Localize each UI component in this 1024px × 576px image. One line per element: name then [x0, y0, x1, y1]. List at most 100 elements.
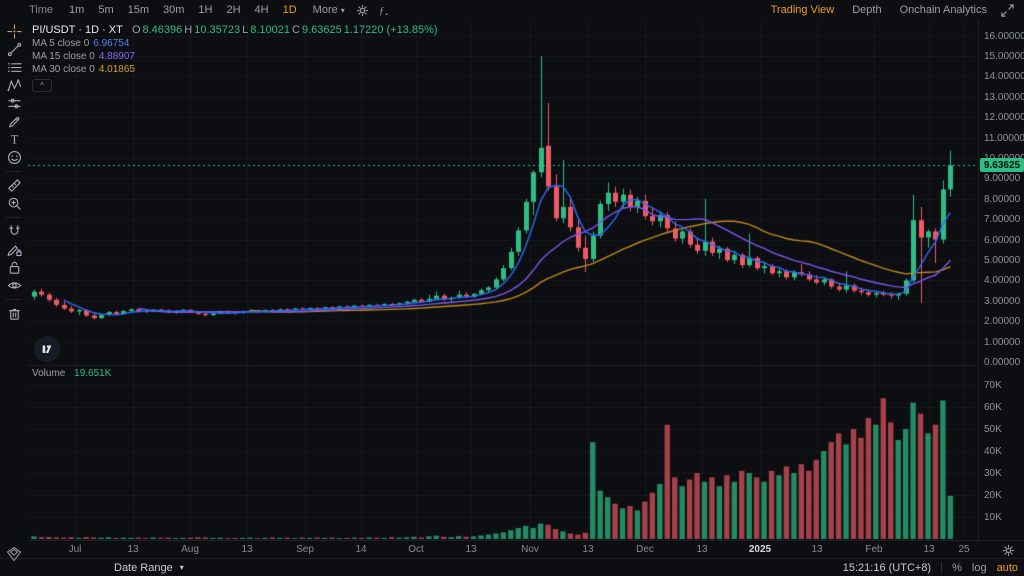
interval-1d[interactable]: 1D — [282, 4, 297, 16]
date-tick-label: 25 — [958, 544, 970, 555]
magnet-tool-icon[interactable] — [3, 224, 25, 239]
price-tick-label: 7.00000 — [984, 214, 1021, 226]
crosshair-tool-icon[interactable] — [3, 24, 25, 39]
time-label: Time — [29, 4, 54, 16]
interval-2h[interactable]: 2H — [226, 4, 241, 16]
toolbar-separator — [6, 217, 22, 218]
candlestick-chart-canvas[interactable] — [28, 20, 978, 540]
price-tick-label: 9.00000 — [984, 173, 1021, 185]
date-tick-label: Jul — [68, 544, 82, 555]
ohlc-key: H — [184, 24, 193, 36]
brush-tool-icon[interactable] — [3, 114, 25, 129]
chart-area[interactable]: PI/USDT · 1D · XT O 8.46396 H 10.35723 L 8.10… — [28, 20, 978, 540]
interval-toolbar: Time 1m 5m 15m 30m 1H 2H 4H 1D More ▾ ƒ — [0, 2, 392, 18]
drawing-edit-tool-icon[interactable] — [3, 242, 25, 257]
ohlc-key: C — [292, 24, 300, 36]
price-tick-label: 16.00000 — [984, 30, 1024, 42]
date-tick-label: 14 — [355, 544, 367, 555]
volume-legend: Volume 19.651K — [32, 368, 111, 379]
horizontal-lines-tool-icon[interactable] — [3, 60, 25, 75]
ma-value: 4.88907 — [98, 51, 135, 62]
date-tick-label: 13 — [923, 544, 935, 555]
trend-line-tool-icon[interactable] — [3, 42, 25, 57]
date-tick-label: Oct — [408, 544, 424, 555]
volume-tick-label: 10K — [984, 512, 1002, 523]
ma-label: MA 5 close 0 — [32, 38, 90, 49]
price-tick-label: 12.00000 — [984, 112, 1024, 124]
divider — [941, 562, 943, 573]
date-range-button[interactable]: Date Range ▾ — [114, 561, 184, 574]
price-tick-label: 15.00000 — [984, 51, 1024, 62]
ma-value: 4.01865 — [98, 64, 135, 75]
axis-settings-gear-icon[interactable] — [1000, 542, 1016, 558]
interval-1m[interactable]: 1m — [69, 4, 85, 16]
date-tick-label: Nov — [521, 544, 539, 555]
toolbar-separator — [6, 171, 22, 172]
price-tick-label: 5.00000 — [984, 255, 1021, 266]
last-price-badge: 9.63625 — [980, 158, 1024, 173]
volume-tick-label: 60K — [984, 402, 1002, 413]
more-intervals-button[interactable]: More ▾ — [312, 4, 345, 16]
price-axis[interactable]: 16.00000 15.00000 14.00000 13.00000 12.00000… — [978, 20, 1024, 540]
ohlc-value: 9.63625 — [301, 24, 342, 36]
chart-legend: PI/USDT · 1D · XT O 8.46396 H 10.35723 L 8.10… — [32, 24, 440, 92]
toolbar-separator — [6, 299, 22, 300]
text-tool-icon[interactable]: T — [3, 132, 25, 147]
interval-1h[interactable]: 1H — [198, 4, 213, 16]
chevron-down-icon: ▾ — [340, 6, 345, 15]
interval-15m[interactable]: 15m — [127, 4, 150, 16]
price-tick-label: 13.00000 — [984, 91, 1024, 103]
date-tick-label: 13 — [465, 544, 477, 555]
percent-scale-button[interactable]: % — [952, 561, 962, 574]
auto-scale-button[interactable]: auto — [996, 561, 1018, 574]
ma-legend-rows: MA 5 close 0 6.96754 MA 15 close 0 4.88907 M… — [32, 37, 440, 76]
expand-chart-icon[interactable] — [998, 2, 1016, 18]
xabcd-pattern-tool-icon[interactable] — [3, 78, 25, 93]
drawing-toolbar: T — [0, 24, 28, 321]
date-tick-label: Feb — [865, 544, 883, 555]
diamond-logo-icon[interactable] — [6, 546, 22, 562]
forecast-tool-icon[interactable] — [3, 96, 25, 111]
clock: 15:21:16 (UTC+8) — [842, 561, 932, 574]
tradingview-logo[interactable] — [34, 336, 60, 362]
ohlc-values: O 8.46396 H 10.35723 L 8.10021 C 9.63625 1.17220… — [132, 24, 440, 36]
emoji-tool-icon[interactable] — [3, 150, 25, 165]
price-tick-label: 0.00000 — [984, 357, 1021, 368]
trash-tool-icon[interactable] — [3, 306, 25, 321]
price-tick-label: 4.00000 — [984, 275, 1021, 287]
tab-trading-view[interactable]: Trading View — [770, 4, 835, 16]
hide-drawings-tool-icon[interactable] — [3, 278, 25, 293]
svg-text:ƒ: ƒ — [379, 6, 384, 17]
interval-4h[interactable]: 4H — [254, 4, 269, 16]
indicators-fx-icon[interactable]: ƒ — [374, 2, 392, 18]
date-tick-label: 13 — [127, 544, 139, 555]
date-tick-label: Sep — [296, 544, 314, 555]
date-axis[interactable]: Jul 13 Aug 13 Sep 14 Oct 13 Nov 13 Dec 13 2025 13 Feb 1… — [28, 540, 1024, 558]
ruler-tool-icon[interactable] — [3, 178, 25, 193]
tab-depth[interactable]: Depth — [852, 4, 882, 16]
date-tick-label: 2025 — [748, 544, 772, 555]
tab-onchain-analytics[interactable]: Onchain Analytics — [899, 4, 987, 16]
interval-5m[interactable]: 5m — [98, 4, 114, 16]
chart-settings-gear-icon[interactable] — [354, 2, 372, 18]
legend-collapse-button[interactable]: ^ — [32, 79, 52, 92]
date-tick-label: 13 — [811, 544, 823, 555]
interval-list: 1m 5m 15m 30m 1H 2H 4H 1D — [62, 2, 304, 18]
lock-tool-icon[interactable] — [3, 260, 25, 275]
price-tick-label: 11.00000 — [984, 132, 1024, 144]
date-tick-label: 13 — [241, 544, 253, 555]
volume-tick-label: 70K — [984, 380, 1002, 391]
volume-tick-label: 50K — [984, 424, 1002, 435]
ma-value: 6.96754 — [93, 38, 130, 49]
date-tick-label: Aug — [181, 544, 199, 555]
log-scale-button[interactable]: log — [971, 561, 987, 574]
status-bar: Date Range ▾ 15:21:16 (UTC+8) % log auto — [0, 558, 1024, 576]
volume-tick-label: 40K — [984, 446, 1002, 457]
interval-30m[interactable]: 30m — [163, 4, 185, 16]
price-tick-label: 8.00000 — [984, 193, 1021, 205]
zoom-in-tool-icon[interactable] — [3, 196, 25, 211]
price-tick-label: 3.00000 — [984, 295, 1021, 307]
volume-tick-label: 20K — [984, 490, 1002, 501]
change-value: 1.17220 (+13.85%) — [343, 24, 438, 36]
